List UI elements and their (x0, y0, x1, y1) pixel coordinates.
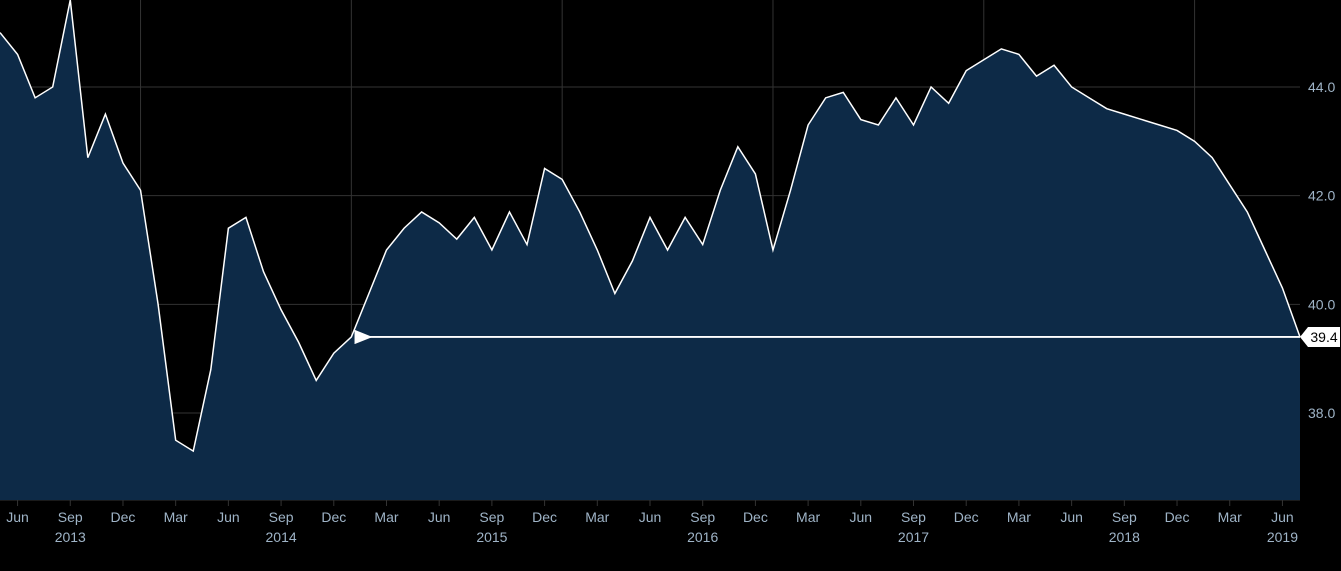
x-month-label: Jun (6, 509, 29, 525)
x-month-label: Mar (1007, 509, 1031, 525)
x-month-label: Mar (374, 509, 398, 525)
x-month-label: Jun (428, 509, 451, 525)
y-tick-label: 40.0 (1308, 296, 1335, 312)
x-month-label: Sep (901, 509, 926, 525)
x-month-label: Dec (111, 509, 136, 525)
x-month-label: Mar (796, 509, 820, 525)
indicator-value: 39.4 (1310, 329, 1337, 345)
x-month-label: Jun (639, 509, 662, 525)
x-month-label: Jun (217, 509, 240, 525)
x-year-label: 2013 (55, 529, 86, 545)
x-month-label: Sep (269, 509, 294, 525)
x-month-label: Sep (1112, 509, 1137, 525)
x-month-label: Sep (58, 509, 83, 525)
y-tick-label: 44.0 (1308, 79, 1335, 95)
x-month-label: Jun (1060, 509, 1083, 525)
y-tick-label: 42.0 (1308, 188, 1335, 204)
x-month-label: Mar (164, 509, 188, 525)
x-year-label: 2018 (1109, 529, 1140, 545)
x-month-label: Dec (532, 509, 557, 525)
x-year-label: 2014 (266, 529, 297, 545)
x-month-label: Dec (321, 509, 346, 525)
x-month-label: Dec (954, 509, 979, 525)
x-month-label: Dec (1165, 509, 1190, 525)
y-tick-label: 38.0 (1308, 405, 1335, 421)
chart-container: 38.0 40.0 42.0 44.0 Jun Sep Dec Mar Jun Sep Dec Mar… (0, 0, 1341, 566)
x-month-label: Dec (743, 509, 768, 525)
x-year-label: 2016 (687, 529, 718, 545)
x-month-label: Sep (479, 509, 504, 525)
x-year-label: 2017 (898, 529, 929, 545)
x-month-label: Jun (1271, 509, 1294, 525)
x-month-label: Mar (585, 509, 609, 525)
x-month-label: Jun (850, 509, 873, 525)
x-month-label: Mar (1218, 509, 1242, 525)
x-month-label: Sep (690, 509, 715, 525)
time-series-area-chart: 38.0 40.0 42.0 44.0 Jun Sep Dec Mar Jun Sep Dec Mar… (0, 0, 1341, 566)
x-year-label: 2015 (476, 529, 507, 545)
x-year-label: 2019 (1267, 529, 1298, 545)
